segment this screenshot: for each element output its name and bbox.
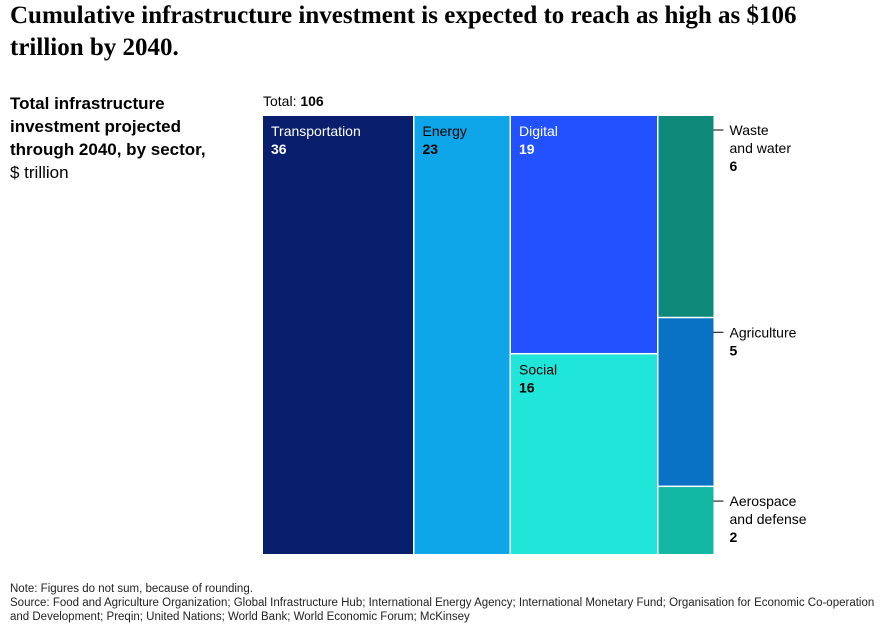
side-value-agriculture: 5: [730, 342, 738, 358]
side-label-waste-and-water-0: Waste: [730, 122, 769, 138]
side-label-aerospace-and-defense-1: and defense: [730, 511, 807, 527]
note-text: Note: Figures do not sum, because of rou…: [10, 583, 253, 595]
total-label: Total: 106: [263, 93, 324, 109]
cell-label-social: Social: [519, 361, 557, 377]
treemap-cell-energy: [414, 116, 510, 554]
cell-value-digital: 19: [519, 141, 535, 157]
subtitle-unit: $ trillion: [10, 163, 69, 182]
subtitle-description: Total infrastructure investment projecte…: [10, 94, 206, 159]
treemap-cell-social: [511, 354, 657, 554]
chart-title: Cumulative infrastructure investment is …: [10, 2, 797, 61]
treemap-cell-waste-and-water: [658, 116, 714, 317]
total-label-text: Total:: [263, 93, 297, 109]
side-label-waste-and-water-1: and water: [730, 140, 792, 156]
side-label-aerospace-and-defense-0: Aerospace: [730, 493, 797, 509]
total-value: 106: [300, 93, 324, 109]
cell-value-energy: 23: [423, 141, 439, 157]
treemap-cell-aerospace-and-defense: [658, 487, 714, 554]
cell-value-transportation: 36: [271, 141, 287, 157]
cell-label-digital: Digital: [519, 123, 558, 139]
cell-label-transportation: Transportation: [271, 123, 361, 139]
side-value-aerospace-and-defense: 2: [730, 529, 738, 545]
treemap-cell-digital: [511, 116, 657, 353]
chart-subtitle: Total infrastructure investment projecte…: [10, 92, 245, 184]
treemap-cell-agriculture: [658, 318, 714, 486]
notes: Note: Figures do not sum, because of rou…: [10, 582, 880, 624]
side-label-agriculture-0: Agriculture: [730, 324, 797, 340]
cell-value-social: 16: [519, 379, 535, 395]
treemap-cell-transportation: [263, 116, 413, 554]
cell-label-energy: Energy: [423, 123, 467, 139]
source-text: Source: Food and Agriculture Organizatio…: [10, 597, 875, 623]
side-value-waste-and-water: 6: [730, 158, 738, 174]
